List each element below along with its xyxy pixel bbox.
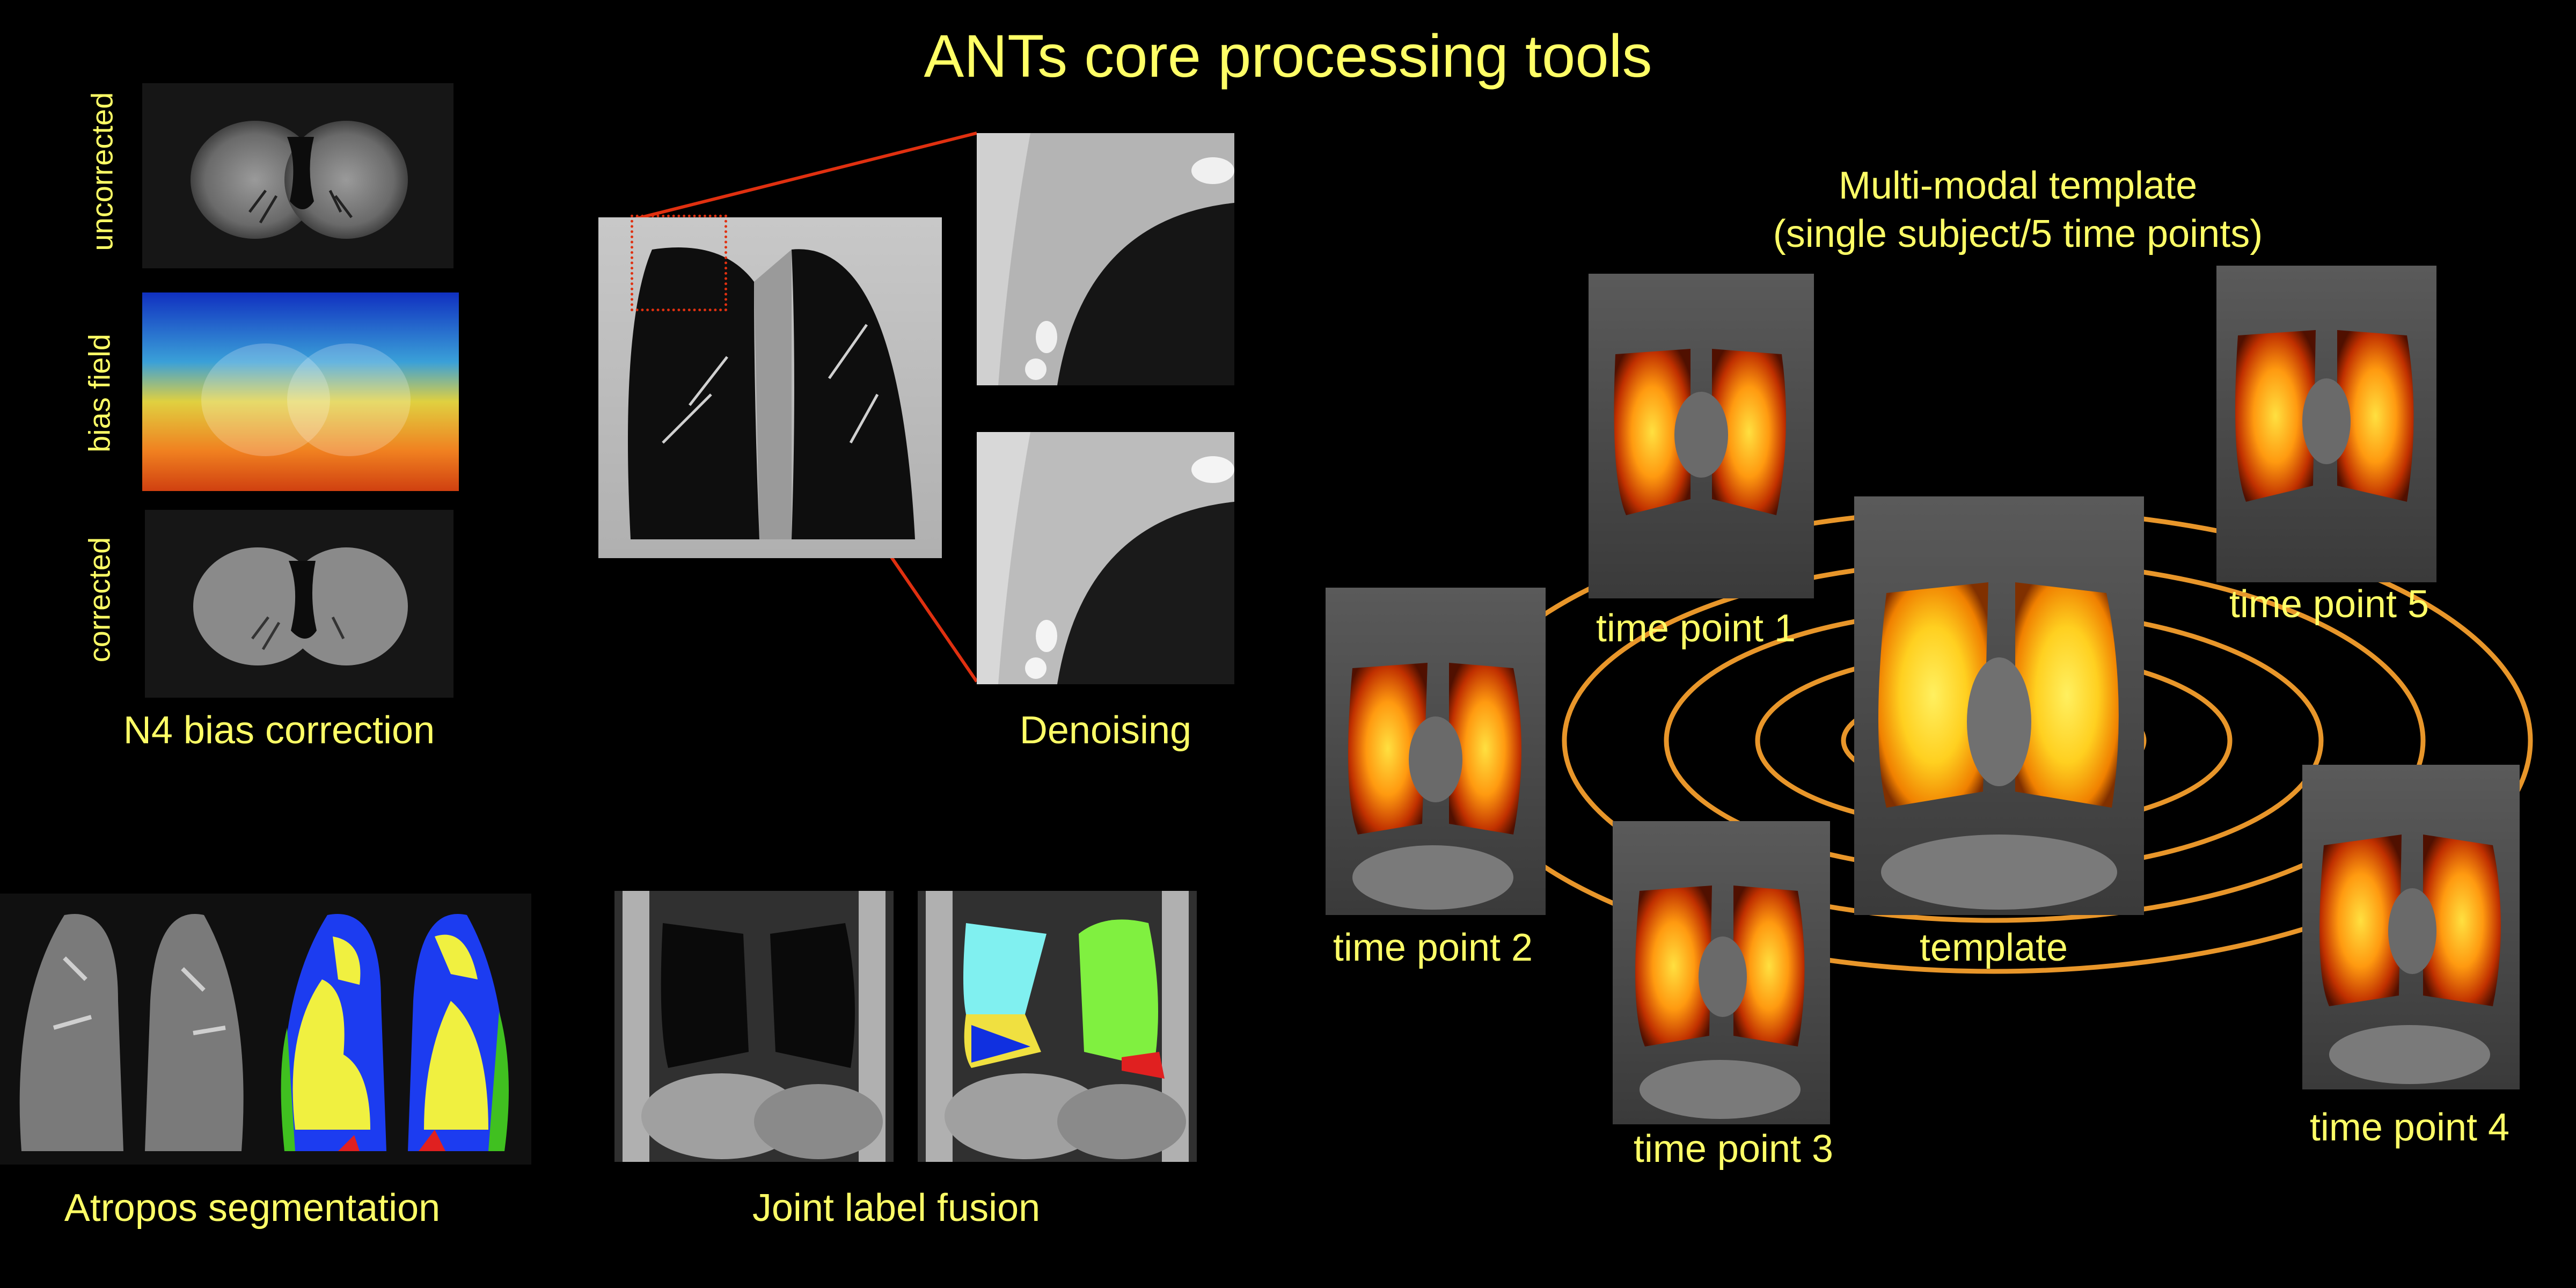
template-heading-line1: Multi-modal template <box>1838 164 2198 207</box>
time-point-2-image <box>1326 588 1546 915</box>
atropos-segmentation-image <box>263 894 531 1165</box>
n4-row-label-bias-field: bias field <box>82 333 116 453</box>
template-center-image <box>1854 496 2144 915</box>
denoising-ct-image <box>598 217 942 558</box>
n4-bias-field-image <box>142 292 459 491</box>
time-point-2-label: time point 2 <box>1333 926 1533 969</box>
time-point-4-label: time point 4 <box>2309 1106 2510 1149</box>
n4-caption: N4 bias correction <box>123 709 435 752</box>
template-center-label: template <box>1919 926 2068 969</box>
denoising-denoised-zoom <box>977 432 1234 684</box>
time-point-5-image <box>2216 266 2436 582</box>
denoising-noisy-zoom <box>977 133 1234 385</box>
time-point-4-image <box>2302 765 2520 1089</box>
atropos-caption: Atropos segmentation <box>64 1187 441 1230</box>
denoising-zoom-box <box>631 215 727 311</box>
template-heading-line2: (single subject/5 time points) <box>1773 213 2263 255</box>
time-point-3-label: time point 3 <box>1633 1128 1834 1170</box>
time-point-1-label: time point 1 <box>1596 607 1796 650</box>
jlf-caption: Joint label fusion <box>752 1187 1041 1230</box>
n4-corrected-image <box>145 510 453 698</box>
time-point-1-image <box>1589 274 1814 598</box>
n4-uncorrected-image <box>142 83 453 268</box>
time-point-3-image <box>1613 821 1830 1124</box>
page-title: ANTs core processing tools <box>924 23 1652 90</box>
n4-row-label-corrected: corrected <box>82 537 116 663</box>
n4-row-label-uncorrected: uncorrected <box>85 92 119 251</box>
jlf-labels-image <box>918 891 1197 1162</box>
time-point-5-label: time point 5 <box>2229 583 2429 626</box>
jlf-mri-image <box>614 891 894 1162</box>
atropos-grey-image <box>0 894 263 1165</box>
denoising-caption: Denoising <box>1019 709 1192 752</box>
